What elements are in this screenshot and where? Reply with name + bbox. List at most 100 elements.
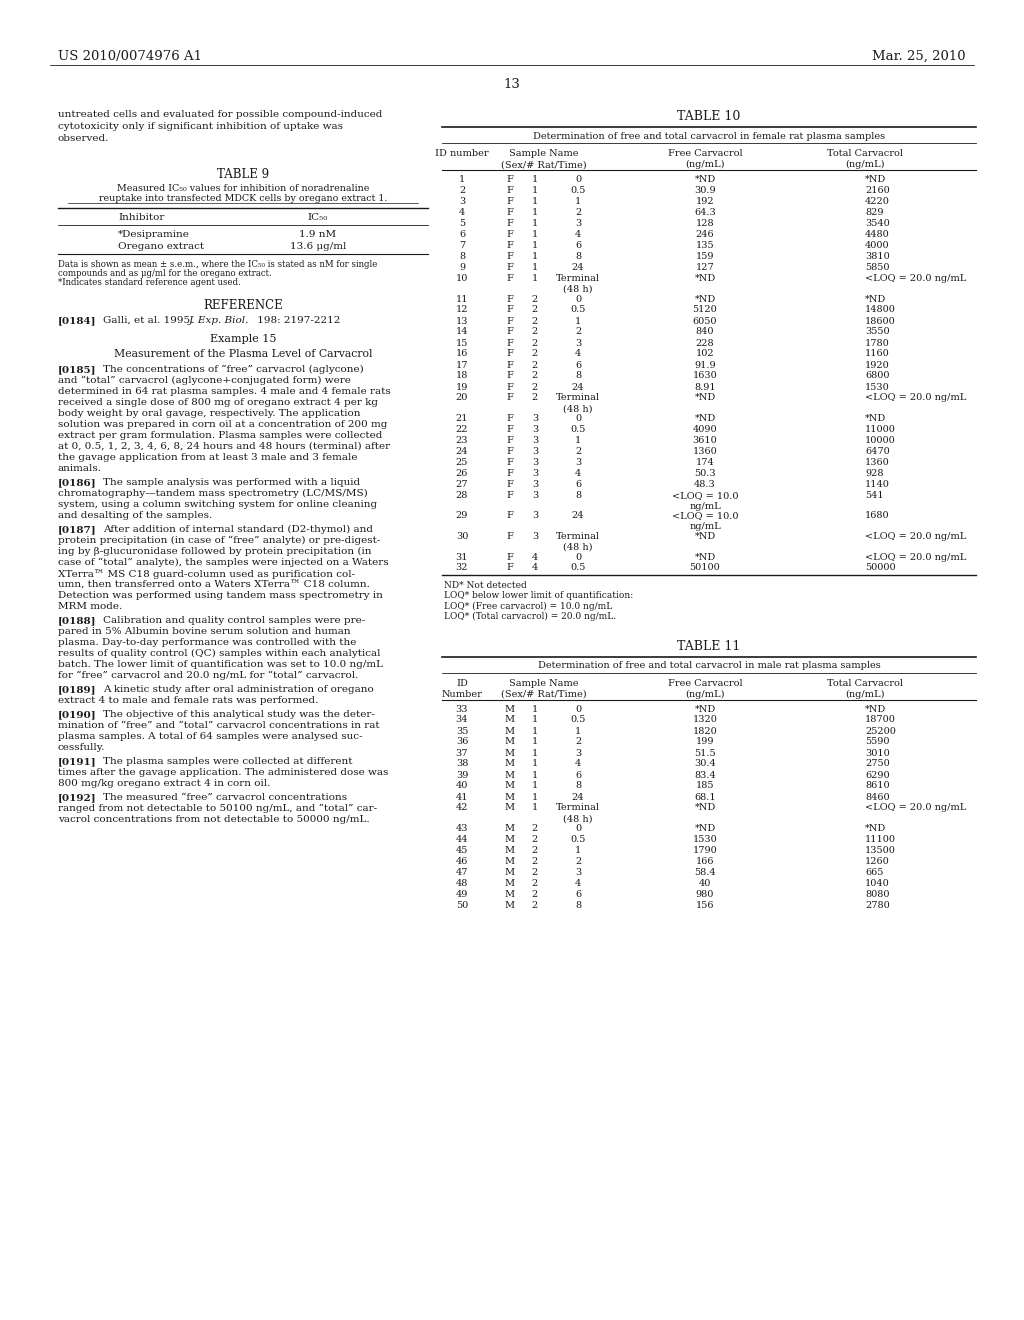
Text: 0: 0 [574, 414, 581, 422]
Text: 665: 665 [865, 869, 884, 876]
Text: 22: 22 [456, 425, 468, 434]
Text: *Desipramine: *Desipramine [118, 230, 189, 239]
Text: IC₅₀: IC₅₀ [308, 213, 328, 222]
Text: M: M [505, 748, 515, 758]
Text: system, using a column switching system for online cleaning: system, using a column switching system … [58, 500, 377, 510]
Text: *ND: *ND [865, 824, 886, 833]
Text: 50.3: 50.3 [694, 469, 716, 478]
Text: <LOQ = 10.0
ng/mL: <LOQ = 10.0 ng/mL [672, 511, 738, 531]
Text: 1: 1 [531, 275, 539, 282]
Text: 166: 166 [695, 857, 715, 866]
Text: The measured “free” carvacrol concentrations: The measured “free” carvacrol concentrat… [103, 793, 347, 803]
Text: 3540: 3540 [865, 219, 890, 228]
Text: 49: 49 [456, 890, 468, 899]
Text: *ND: *ND [865, 414, 886, 422]
Text: 6: 6 [574, 480, 581, 488]
Text: M: M [505, 879, 515, 888]
Text: 4220: 4220 [865, 197, 890, 206]
Text: 1: 1 [459, 176, 465, 183]
Text: M: M [505, 836, 515, 843]
Text: REFERENCE: REFERENCE [203, 300, 283, 312]
Text: Determination of free and total carvacrol in female rat plasma samples: Determination of free and total carvacro… [532, 132, 885, 141]
Text: 4: 4 [574, 759, 582, 768]
Text: Terminal
(48 h): Terminal (48 h) [556, 393, 600, 413]
Text: *ND: *ND [865, 294, 886, 304]
Text: M: M [505, 715, 515, 725]
Text: Mar. 25, 2010: Mar. 25, 2010 [872, 50, 966, 63]
Text: XTerra™ MS C18 guard-column used as purification col-: XTerra™ MS C18 guard-column used as puri… [58, 569, 355, 578]
Text: 1: 1 [531, 781, 539, 791]
Text: 11100: 11100 [865, 836, 896, 843]
Text: 0: 0 [574, 824, 581, 833]
Text: <LOQ = 20.0 ng/mL: <LOQ = 20.0 ng/mL [865, 553, 967, 561]
Text: *ND: *ND [694, 275, 716, 282]
Text: 83.4: 83.4 [694, 771, 716, 780]
Text: Determination of free and total carvacrol in male rat plasma samples: Determination of free and total carvacro… [538, 661, 881, 671]
Text: vacrol concentrations from not detectable to 50000 ng/mL.: vacrol concentrations from not detectabl… [58, 814, 370, 824]
Text: 41: 41 [456, 792, 468, 801]
Text: 37: 37 [456, 748, 468, 758]
Text: 24: 24 [571, 511, 585, 520]
Text: 2: 2 [531, 902, 539, 909]
Text: 3: 3 [531, 447, 539, 455]
Text: 3: 3 [531, 425, 539, 434]
Text: 91.9: 91.9 [694, 360, 716, 370]
Text: *ND: *ND [694, 414, 716, 422]
Text: 928: 928 [865, 469, 884, 478]
Text: Oregano extract: Oregano extract [118, 242, 204, 251]
Text: *ND: *ND [694, 705, 716, 714]
Text: *ND: *ND [694, 532, 716, 541]
Text: 2: 2 [531, 371, 539, 380]
Text: 6470: 6470 [865, 447, 890, 455]
Text: F: F [507, 327, 513, 337]
Text: F: F [507, 252, 513, 261]
Text: Detection was performed using tandem mass spectrometry in: Detection was performed using tandem mas… [58, 591, 383, 601]
Text: 0.5: 0.5 [570, 186, 586, 195]
Text: F: F [507, 436, 513, 445]
Text: F: F [507, 219, 513, 228]
Text: *Indicates standard reference agent used.: *Indicates standard reference agent used… [58, 279, 241, 286]
Text: 1790: 1790 [692, 846, 718, 855]
Text: ID number: ID number [435, 149, 488, 158]
Text: 38: 38 [456, 759, 468, 768]
Text: 1920: 1920 [865, 360, 890, 370]
Text: [0185]: [0185] [58, 366, 96, 374]
Text: 9: 9 [459, 263, 465, 272]
Text: F: F [507, 242, 513, 249]
Text: F: F [507, 338, 513, 347]
Text: 24: 24 [571, 263, 585, 272]
Text: 2: 2 [531, 294, 539, 304]
Text: 2750: 2750 [865, 759, 890, 768]
Text: 1320: 1320 [692, 715, 718, 725]
Text: 40: 40 [456, 781, 468, 791]
Text: 50100: 50100 [689, 564, 720, 573]
Text: 24: 24 [456, 447, 468, 455]
Text: 6: 6 [574, 890, 581, 899]
Text: 0: 0 [574, 553, 581, 561]
Text: F: F [507, 511, 513, 520]
Text: M: M [505, 869, 515, 876]
Text: 13.6 μg/ml: 13.6 μg/ml [290, 242, 346, 251]
Text: 829: 829 [865, 209, 884, 216]
Text: 58.4: 58.4 [694, 869, 716, 876]
Text: 3: 3 [574, 458, 582, 467]
Text: 20: 20 [456, 393, 468, 403]
Text: 840: 840 [695, 327, 715, 337]
Text: 1: 1 [531, 176, 539, 183]
Text: 8.91: 8.91 [694, 383, 716, 392]
Text: 4480: 4480 [865, 230, 890, 239]
Text: 1140: 1140 [865, 480, 890, 488]
Text: 6: 6 [574, 771, 581, 780]
Text: 1780: 1780 [865, 338, 890, 347]
Text: M: M [505, 759, 515, 768]
Text: 51.5: 51.5 [694, 748, 716, 758]
Text: <LOQ = 20.0 ng/mL: <LOQ = 20.0 ng/mL [865, 804, 967, 813]
Text: M: M [505, 804, 515, 813]
Text: *ND: *ND [694, 176, 716, 183]
Text: 1: 1 [531, 186, 539, 195]
Text: 8: 8 [459, 252, 465, 261]
Text: 12: 12 [456, 305, 468, 314]
Text: 2: 2 [531, 305, 539, 314]
Text: J. Exp. Biol.: J. Exp. Biol. [189, 315, 250, 325]
Text: 156: 156 [695, 902, 715, 909]
